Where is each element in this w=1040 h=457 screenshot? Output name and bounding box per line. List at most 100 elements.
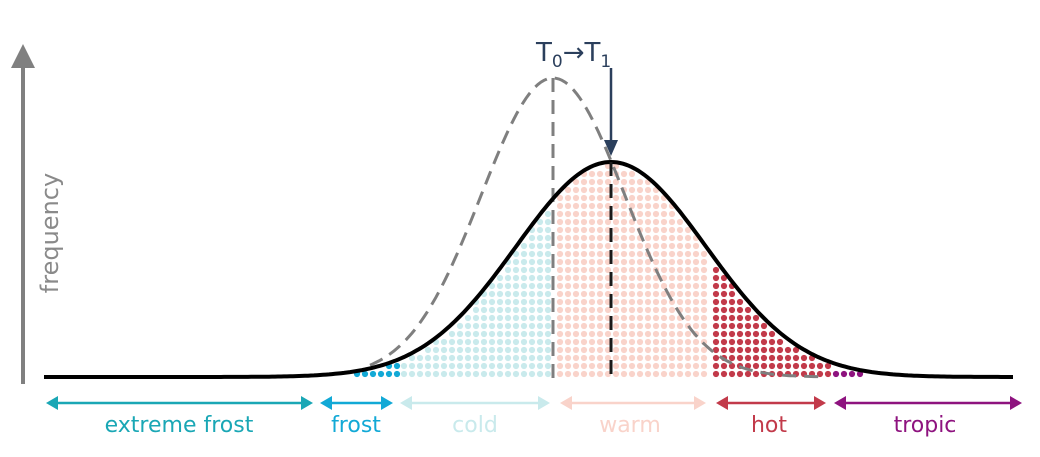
fill-dot-hot bbox=[736, 346, 744, 354]
fill-dot-cold bbox=[528, 250, 536, 258]
fill-dot-warm bbox=[692, 306, 700, 314]
fill-dot-warm bbox=[556, 330, 564, 338]
fill-dot-cold bbox=[432, 362, 440, 370]
fill-dot-hot bbox=[720, 322, 728, 330]
fill-dot-warm bbox=[660, 210, 668, 218]
fill-dot-warm bbox=[588, 234, 596, 242]
fill-dot-warm bbox=[628, 242, 636, 250]
fill-dot-warm bbox=[684, 346, 692, 354]
fill-dot-warm bbox=[700, 290, 708, 298]
fill-dot-warm bbox=[588, 306, 596, 314]
fill-dot-warm bbox=[700, 298, 708, 306]
fill-dot-cold bbox=[528, 298, 536, 306]
fill-dot-warm bbox=[596, 306, 604, 314]
fill-dot-warm bbox=[596, 242, 604, 250]
fill-dot-warm bbox=[652, 298, 660, 306]
fill-dot-warm bbox=[588, 178, 596, 186]
fill-dot-warm bbox=[596, 258, 604, 266]
fill-dot-cold bbox=[536, 242, 544, 250]
fill-dot-warm bbox=[604, 242, 612, 250]
fill-dot-warm bbox=[612, 186, 620, 194]
fill-dot-warm bbox=[628, 330, 636, 338]
fill-dot-warm bbox=[652, 194, 660, 202]
fill-dot-cold bbox=[536, 218, 544, 226]
fill-dot-warm bbox=[596, 234, 604, 242]
fill-dot-warm bbox=[564, 346, 572, 354]
fill-dot-warm bbox=[556, 226, 564, 234]
fill-dot-warm bbox=[612, 250, 620, 258]
fill-dot-warm bbox=[556, 194, 564, 202]
fill-dot-warm bbox=[564, 242, 572, 250]
fill-dot-warm bbox=[628, 226, 636, 234]
fill-dot-tropic bbox=[840, 370, 848, 378]
fill-dot-cold bbox=[488, 306, 496, 314]
fill-dot-warm bbox=[620, 274, 628, 282]
fill-dot-warm bbox=[700, 250, 708, 258]
fill-dot-warm bbox=[660, 202, 668, 210]
fill-dot-warm bbox=[644, 314, 652, 322]
fill-dot-cold bbox=[496, 346, 504, 354]
fill-dot-warm bbox=[612, 274, 620, 282]
fill-dot-warm bbox=[684, 258, 692, 266]
fill-dot-cold bbox=[440, 370, 448, 378]
fill-dot-warm bbox=[580, 354, 588, 362]
fill-dot-cold bbox=[536, 234, 544, 242]
fill-dot-warm bbox=[684, 354, 692, 362]
fill-dot-warm bbox=[580, 258, 588, 266]
fill-dot-warm bbox=[612, 258, 620, 266]
fill-dot-warm bbox=[652, 362, 660, 370]
fill-dot-cold bbox=[544, 258, 552, 266]
fill-dot-cold bbox=[440, 338, 448, 346]
fill-dot-warm bbox=[628, 186, 636, 194]
fill-dot-warm bbox=[572, 226, 580, 234]
fill-dot-warm bbox=[660, 322, 668, 330]
fill-dot-warm bbox=[604, 306, 612, 314]
fill-dot-warm bbox=[628, 274, 636, 282]
fill-dot-hot bbox=[744, 314, 752, 322]
fill-dot-cold bbox=[488, 362, 496, 370]
fill-dot-warm bbox=[620, 242, 628, 250]
fill-dot-cold bbox=[544, 226, 552, 234]
fill-dot-cold bbox=[432, 346, 440, 354]
fill-dot-warm bbox=[580, 338, 588, 346]
fill-dot-cold bbox=[448, 330, 456, 338]
fill-dot-cold bbox=[488, 314, 496, 322]
fill-dot-cold bbox=[512, 306, 520, 314]
fill-dot-cold bbox=[520, 338, 528, 346]
fill-dot-warm bbox=[636, 338, 644, 346]
fill-dot-cold bbox=[504, 330, 512, 338]
fill-dot-cold bbox=[520, 370, 528, 378]
fill-dot-warm bbox=[676, 354, 684, 362]
fill-dot-warm bbox=[620, 266, 628, 274]
fill-dot-hot bbox=[744, 306, 752, 314]
fill-dot-warm bbox=[652, 282, 660, 290]
fill-dot-warm bbox=[644, 234, 652, 242]
fill-dot-hot bbox=[760, 338, 768, 346]
fill-dot-cold bbox=[520, 242, 528, 250]
fill-dot-warm bbox=[556, 354, 564, 362]
fill-dot-cold bbox=[544, 338, 552, 346]
fill-dot-cold bbox=[496, 362, 504, 370]
fill-dot-warm bbox=[564, 330, 572, 338]
fill-dot-cold bbox=[544, 234, 552, 242]
fill-dot-warm bbox=[596, 346, 604, 354]
fill-dot-warm bbox=[652, 258, 660, 266]
fill-dot-cold bbox=[512, 330, 520, 338]
fill-dot-warm bbox=[572, 298, 580, 306]
fill-dot-warm bbox=[564, 202, 572, 210]
fill-dot-warm bbox=[604, 354, 612, 362]
fill-dot-warm bbox=[628, 258, 636, 266]
fill-dot-warm bbox=[564, 362, 572, 370]
shifted-distribution-curve bbox=[44, 159, 1013, 379]
fill-dot-warm bbox=[652, 210, 660, 218]
fill-dot-warm bbox=[692, 266, 700, 274]
fill-dot-cold bbox=[536, 290, 544, 298]
fill-dot-warm bbox=[644, 266, 652, 274]
fill-dot-warm bbox=[644, 338, 652, 346]
fill-dot-cold bbox=[496, 282, 504, 290]
fill-dot-warm bbox=[668, 338, 676, 346]
fill-dot-hot bbox=[736, 298, 744, 306]
range-warm: warm bbox=[560, 396, 706, 438]
fill-dot-cold bbox=[536, 306, 544, 314]
fill-dot-hot bbox=[760, 362, 768, 370]
